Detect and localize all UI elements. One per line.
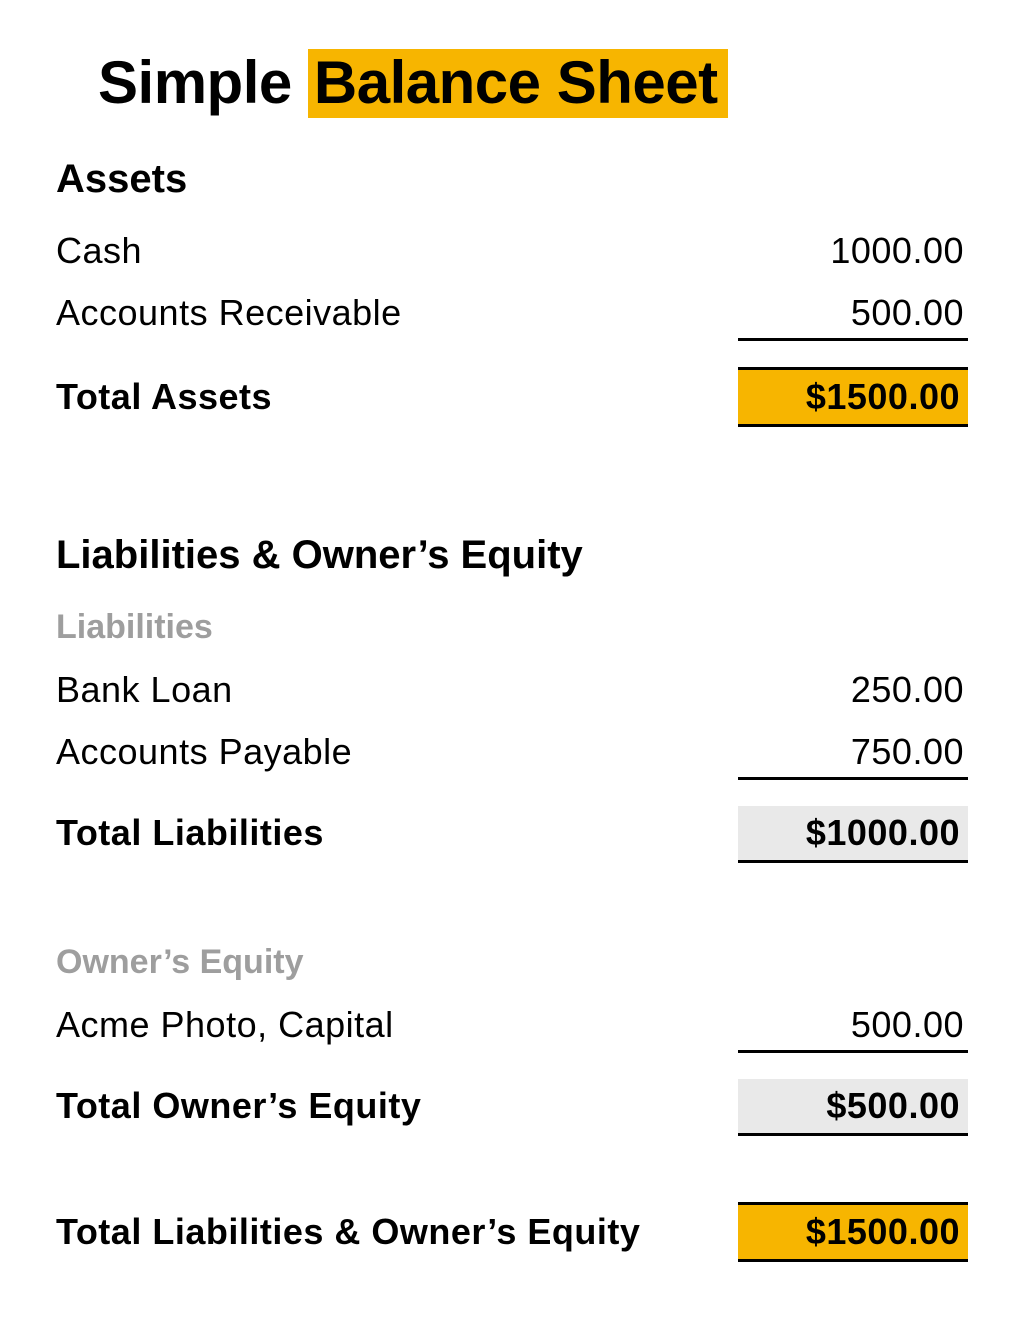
liabilities-row-ap: Accounts Payable 750.00 [56, 721, 968, 790]
balance-sheet: Simple Balance Sheet Assets Cash 1000.00… [0, 0, 1024, 1328]
equity-total-row: Total Owner’s Equity $500.00 [56, 1069, 968, 1146]
row-label: Acme Photo, Capital [56, 1004, 738, 1046]
row-label: Cash [56, 230, 738, 272]
equity-row-capital: Acme Photo, Capital 500.00 [56, 994, 968, 1063]
total-value: $1500.00 [738, 367, 968, 427]
title-plain: Simple [98, 49, 308, 116]
row-value: 750.00 [738, 731, 968, 780]
total-value: $500.00 [738, 1079, 968, 1136]
row-value: 500.00 [738, 292, 968, 341]
grand-total-row: Total Liabilities & Owner’s Equity $1500… [56, 1192, 968, 1272]
total-label: Total Assets [56, 376, 738, 418]
row-label: Accounts Payable [56, 731, 738, 773]
assets-row-ar: Accounts Receivable 500.00 [56, 282, 968, 351]
subsection-spacer [56, 873, 968, 913]
row-value: 1000.00 [738, 230, 968, 272]
liabilities-total-row: Total Liabilities $1000.00 [56, 796, 968, 873]
equity-subheading: Owner’s Equity [56, 943, 968, 982]
liabilities-subheading: Liabilities [56, 608, 968, 647]
total-value: $1000.00 [738, 806, 968, 863]
total-label: Total Liabilities & Owner’s Equity [56, 1211, 738, 1253]
title-highlight: Balance Sheet [308, 49, 728, 118]
subsection-spacer [56, 1146, 968, 1186]
page-title: Simple Balance Sheet [56, 48, 968, 117]
row-value: 250.00 [738, 669, 968, 711]
row-label: Bank Loan [56, 669, 738, 711]
liabilities-row-loan: Bank Loan 250.00 [56, 659, 968, 721]
assets-heading: Assets [56, 157, 968, 202]
liab-equity-heading: Liabilities & Owner’s Equity [56, 533, 968, 578]
total-label: Total Liabilities [56, 812, 738, 854]
assets-total-row: Total Assets $1500.00 [56, 357, 968, 437]
total-label: Total Owner’s Equity [56, 1085, 738, 1127]
total-value: $1500.00 [738, 1202, 968, 1262]
row-value: 500.00 [738, 1004, 968, 1053]
row-label: Accounts Receivable [56, 292, 738, 334]
section-spacer [56, 437, 968, 493]
assets-row-cash: Cash 1000.00 [56, 220, 968, 282]
